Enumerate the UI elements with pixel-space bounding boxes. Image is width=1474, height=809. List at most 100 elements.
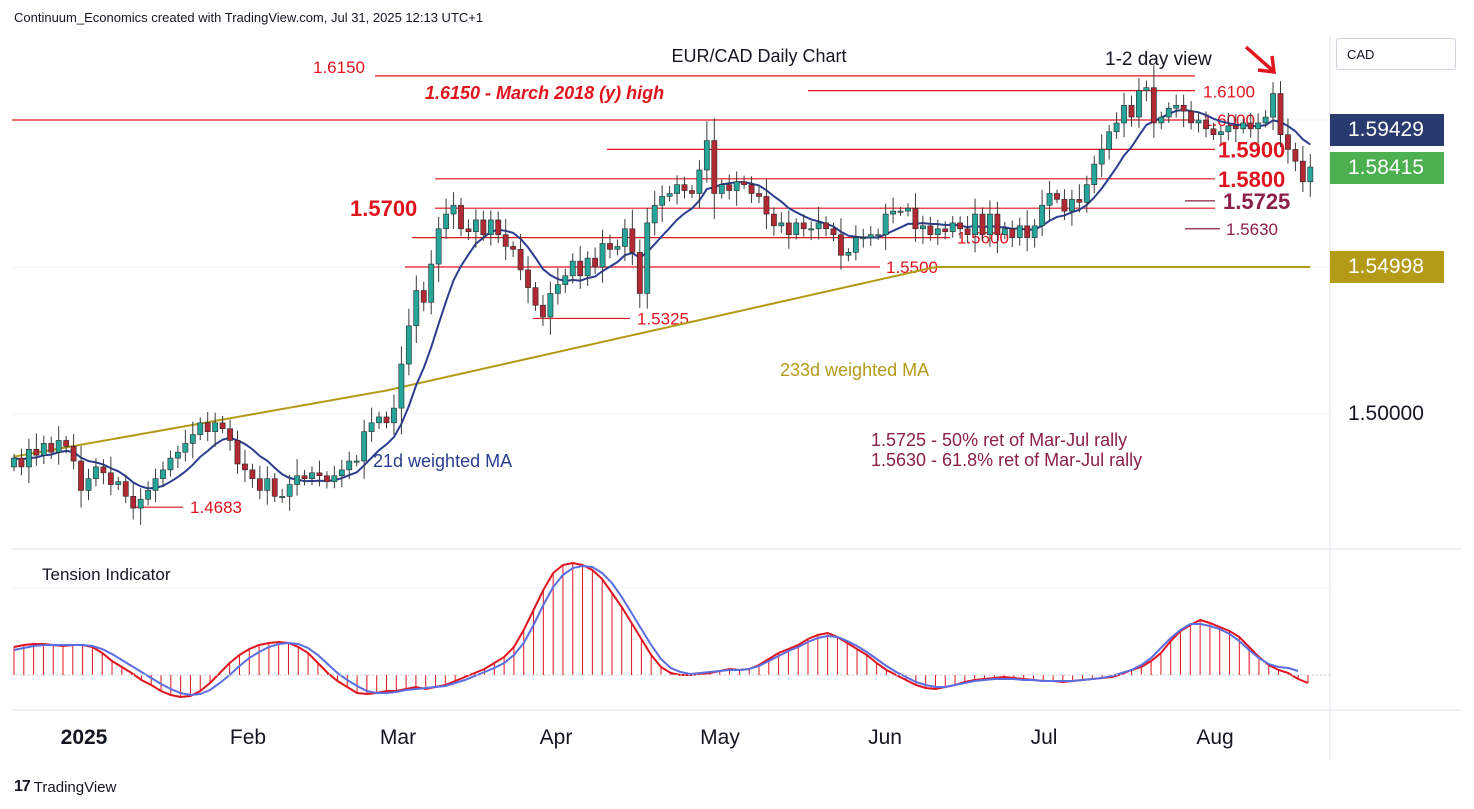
candle-body — [137, 498, 144, 509]
candle-body — [487, 219, 494, 235]
candle-body — [107, 472, 114, 485]
candle-body — [890, 210, 896, 215]
candle-body — [1232, 125, 1239, 130]
candle-body — [93, 466, 99, 479]
candle-body — [78, 460, 84, 491]
candle-body — [1262, 116, 1269, 124]
candle-body — [1113, 122, 1120, 133]
candle-body — [912, 207, 919, 230]
candle-body — [1255, 122, 1262, 130]
candle-body — [435, 228, 442, 265]
candle-body — [860, 237, 867, 240]
candle-body — [316, 472, 323, 477]
month-label: Apr — [540, 726, 573, 749]
candle-body — [994, 213, 1001, 235]
candle-body — [480, 219, 487, 235]
candle-body — [1031, 225, 1038, 238]
candle-body — [495, 219, 502, 235]
candle-body — [1195, 119, 1202, 124]
candle-body — [1076, 199, 1083, 203]
candle-body — [130, 496, 137, 509]
candle-body — [443, 213, 449, 230]
candle-body — [592, 257, 598, 268]
arrow-shaft — [1244, 45, 1274, 72]
candle-body — [1173, 105, 1180, 109]
candle-body — [793, 222, 800, 235]
candle-body — [867, 234, 874, 238]
candle-body — [286, 484, 293, 497]
candle-body — [636, 252, 643, 294]
candle-body — [763, 196, 770, 215]
candle-body — [882, 213, 889, 235]
candle-body — [1240, 122, 1247, 130]
candle-body — [1069, 199, 1075, 212]
level-label-1.5700: 1.5700 — [350, 196, 417, 221]
candle-body — [987, 213, 993, 235]
candle-body — [115, 481, 122, 485]
candle-body — [1165, 107, 1172, 118]
grid — [12, 119, 1330, 676]
candle-body — [1083, 184, 1090, 203]
view-note: 1-2 day view — [1105, 49, 1212, 70]
candle-body — [629, 228, 636, 253]
level-label-1.4683: 1.4683 — [190, 498, 242, 517]
candle-body — [659, 196, 666, 206]
candle-body — [510, 246, 517, 250]
candle-body — [40, 443, 47, 456]
candle-body — [189, 434, 196, 444]
ma233-path — [13, 266, 1311, 458]
candle-body — [972, 213, 978, 235]
candle-body — [167, 457, 174, 471]
candle-body — [145, 490, 151, 500]
candle-body — [584, 257, 591, 277]
level-label-1.6100: 1.6100 — [1203, 83, 1255, 102]
month-label: Mar — [380, 726, 416, 749]
annotation-ma233: 233d weighted MA — [780, 360, 929, 380]
currency-selector[interactable]: CAD — [1336, 38, 1456, 70]
candle-body — [383, 416, 390, 424]
candle-body — [942, 228, 949, 233]
candle-body — [197, 422, 204, 435]
candle-body — [1247, 122, 1254, 130]
candle-body — [957, 222, 964, 230]
candle-body — [227, 428, 233, 441]
candle-body — [927, 225, 934, 235]
candle-body — [1009, 228, 1016, 238]
candle-body — [361, 431, 368, 462]
candle-body — [323, 475, 330, 482]
candle-body — [212, 422, 219, 432]
candle-body — [540, 304, 546, 318]
candle-body — [122, 481, 129, 497]
candle-body — [301, 475, 308, 479]
candle-body — [70, 446, 77, 462]
month-label: Aug — [1196, 726, 1233, 749]
candle-body — [569, 260, 576, 277]
candle-body — [1270, 93, 1276, 118]
candle-body — [979, 213, 986, 235]
candle-body — [1128, 105, 1135, 118]
candle-body — [875, 234, 882, 237]
candle-body — [1143, 87, 1150, 91]
candle-body — [1024, 225, 1031, 238]
candle-body — [242, 463, 248, 471]
candle-body — [1292, 149, 1299, 162]
ma21-price-badge: 1.59429 — [1330, 114, 1444, 146]
level-label-1.5800: 1.5800 — [1218, 167, 1285, 192]
candle-body — [525, 269, 531, 288]
candle-body — [964, 228, 971, 235]
candle-body — [391, 407, 397, 424]
candle-body — [1121, 105, 1127, 124]
candle-body — [1046, 193, 1053, 206]
candle-body — [1158, 116, 1165, 124]
candle-body — [279, 496, 286, 498]
month-label: Feb — [230, 726, 266, 749]
candle-body — [532, 287, 539, 306]
tradingview-brand[interactable]: 17 TradingView — [14, 778, 116, 796]
candle-body — [919, 225, 926, 230]
candle-body — [413, 290, 420, 327]
candle-body — [711, 140, 718, 194]
candle-body — [25, 448, 32, 468]
candle-body — [100, 466, 107, 474]
candle-body — [1203, 119, 1209, 130]
